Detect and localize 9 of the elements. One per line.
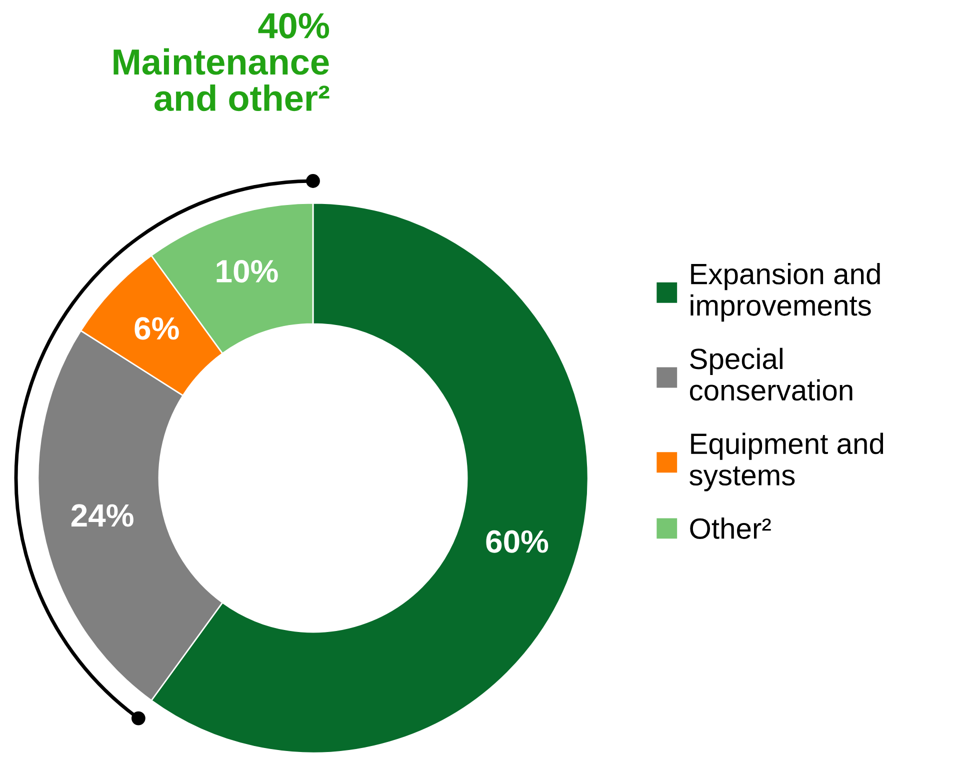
legend-label: Equipment and systems <box>690 432 884 492</box>
legend-label: Special conservation <box>690 348 852 401</box>
text: 40% Maintenance and other² <box>114 12 330 112</box>
data-label: 6% <box>134 317 179 340</box>
legend-label: Expansion and improvements <box>690 262 880 322</box>
data-label: 60% <box>486 530 548 553</box>
data-label: 24% <box>71 504 134 527</box>
data-label: 10% <box>216 260 278 283</box>
legend-label: Other² <box>690 518 771 539</box>
